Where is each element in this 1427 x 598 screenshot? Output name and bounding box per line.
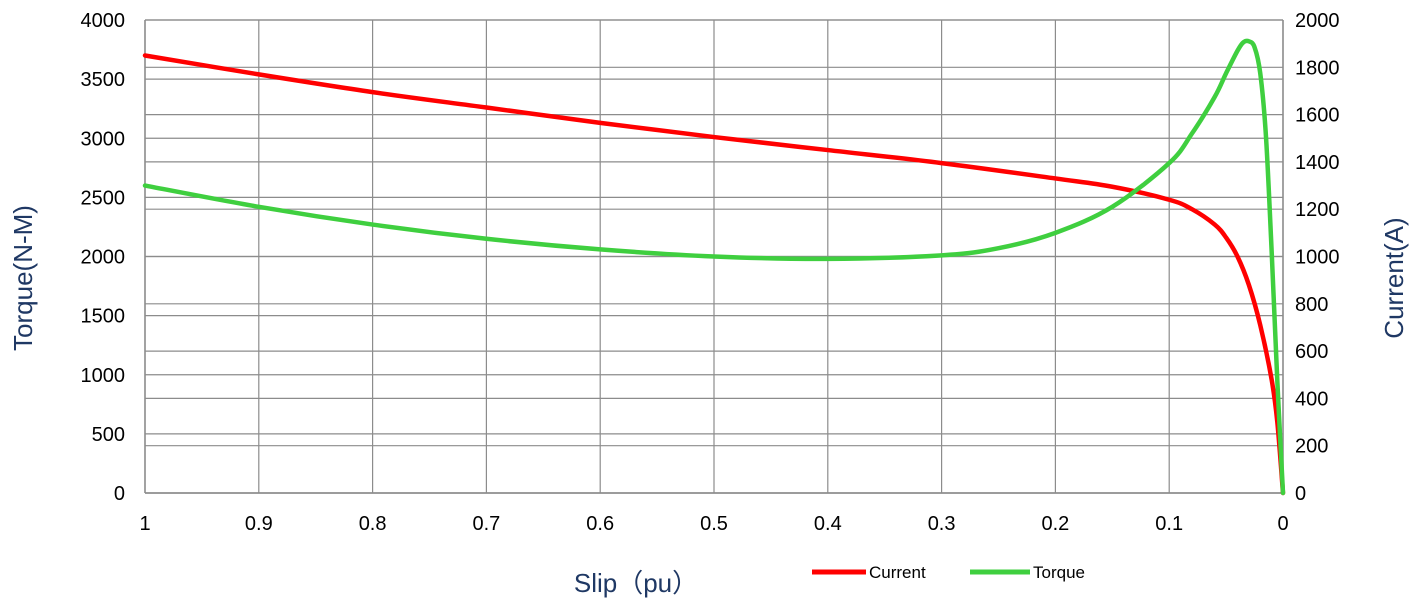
- y2-tick-label: 1400: [1295, 152, 1340, 174]
- x-tick-label: 0.8: [359, 513, 387, 535]
- y-tick-label: 2500: [81, 187, 126, 209]
- x-tick-label: 0.2: [1041, 513, 1069, 535]
- y2-tick-label: 200: [1295, 436, 1328, 458]
- y-tick-label: 4000: [81, 10, 126, 32]
- x-tick-label: 0.4: [814, 513, 842, 535]
- tick-labels: 1 0.9 0.8 0.7 0.6 0.5 0.4 0.3 0.2 0.1 005001000150…: [81, 10, 1340, 535]
- y2-tick-label: 600: [1295, 341, 1328, 363]
- x-tick-label: 0.7: [472, 513, 500, 535]
- y2-tick-label: 1800: [1295, 57, 1340, 79]
- x-tick-label: 0: [1277, 513, 1288, 535]
- y2-tick-label: 800: [1295, 294, 1328, 316]
- legend: Current Torque: [812, 563, 1085, 582]
- legend-current-label: Current: [869, 563, 926, 582]
- y2-axis-title: Current(A): [1379, 217, 1409, 338]
- y-tick-label: 3000: [81, 128, 126, 150]
- y2-tick-label: 1000: [1295, 247, 1340, 269]
- y2-tick-label: 0: [1295, 483, 1306, 505]
- x-axis-title: Slip（pu）: [574, 568, 698, 598]
- y2-tick-label: 1200: [1295, 199, 1340, 221]
- y-tick-label: 2000: [81, 247, 126, 269]
- y-tick-label: 1500: [81, 306, 126, 328]
- y-tick-label: 3500: [81, 69, 126, 91]
- y2-tick-label: 2000: [1295, 10, 1340, 32]
- series-line-torque: [142, 38, 1286, 496]
- plot-frame: [144, 20, 1284, 494]
- x-tick-label: 0.9: [245, 513, 273, 535]
- legend-torque-label: Torque: [1033, 563, 1085, 582]
- x-tick-label: 0.6: [586, 513, 614, 535]
- y2-tick-label: 400: [1295, 388, 1328, 410]
- series-line-current: [142, 53, 1286, 496]
- y-tick-label: 0: [114, 483, 125, 505]
- y2-tick-label: 1600: [1295, 105, 1340, 127]
- x-tick-label: 0.3: [928, 513, 956, 535]
- y-tick-label: 1000: [81, 365, 126, 387]
- y-axis-title: Torque(N-M): [8, 205, 38, 351]
- y-tick-label: 500: [92, 424, 125, 446]
- x-tick-label: 0.1: [1155, 513, 1183, 535]
- x-tick-label: 0.5: [700, 513, 728, 535]
- series-lines: [142, 38, 1286, 496]
- x-tick-label: 1: [139, 513, 150, 535]
